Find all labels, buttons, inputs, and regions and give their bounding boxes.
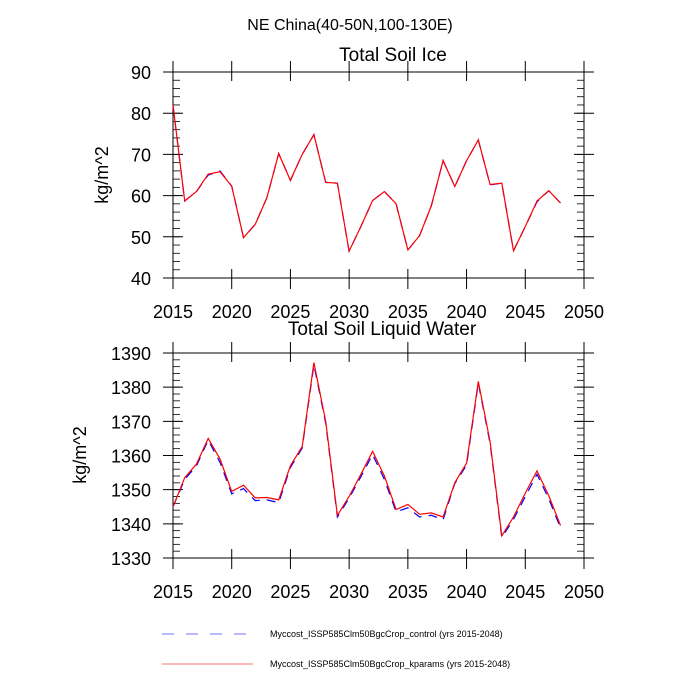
chart-total-soil-liquid-water: Total Soil Liquid Water kg/m^2 2015 2020 2… [70, 319, 604, 602]
plot-frame [172, 71, 585, 279]
chart-total-soil-ice: Total Soil Ice kg/m^2 2015 2020 2025 2030 20… [92, 45, 604, 322]
x-tick-label: 2020 [212, 302, 252, 322]
x-tick-label: 2015 [153, 302, 193, 322]
y-tick-label: 1330 [111, 549, 151, 569]
y-tick-label: 1390 [111, 344, 151, 364]
x-tick-label: 2025 [270, 302, 310, 322]
y-tick-label: 1370 [111, 412, 151, 432]
x-tick-label: 2040 [447, 302, 487, 322]
x-tick-label: 2015 [153, 582, 193, 602]
x-tick-label: 2020 [212, 582, 252, 602]
y-tick-label: 1340 [111, 515, 151, 535]
x-tick-label: 2030 [329, 302, 369, 322]
y-tick-label: 50 [131, 228, 151, 248]
series-line-control [172, 104, 561, 254]
y-tick-label: 1380 [111, 378, 151, 398]
y-tick-label: 70 [131, 145, 151, 165]
x-tick-label: 2050 [564, 302, 604, 322]
x-tick-label: 2045 [505, 302, 545, 322]
x-tick-label: 2045 [505, 582, 545, 602]
y-tick-label: 90 [131, 63, 151, 83]
x-tick-label: 2025 [270, 582, 310, 602]
legend-label-control: Myccost_ISSP585Clm50BgcCrop_control (yrs… [270, 629, 503, 639]
x-tick-label: 2035 [388, 582, 428, 602]
x-tick-label: 2030 [329, 582, 369, 602]
y-tick-label: 40 [131, 269, 151, 289]
page-title: NE China(40-50N,100-130E) [247, 17, 452, 34]
y-axis-label: kg/m^2 [70, 426, 90, 483]
series-line-kparams [172, 362, 562, 538]
series-line-control [172, 364, 562, 540]
legend: Myccost_ISSP585Clm50BgcCrop_control (yrs… [162, 629, 510, 669]
series-line-kparams [172, 104, 561, 254]
x-tick-label: 2035 [388, 302, 428, 322]
chart-title: Total Soil Liquid Water [288, 319, 477, 340]
chart-title: Total Soil Ice [339, 45, 447, 66]
y-tick-label: 60 [131, 187, 151, 207]
y-tick-label: 1360 [111, 447, 151, 467]
x-tick-label: 2040 [447, 582, 487, 602]
y-axis-label: kg/m^2 [92, 146, 112, 203]
x-tick-label: 2050 [564, 582, 604, 602]
y-tick-label: 1350 [111, 481, 151, 501]
y-tick-label: 80 [131, 104, 151, 124]
plot-frame [172, 352, 585, 559]
legend-label-kparams: Myccost_ISSP585Clm50BgcCrop_kparams (yrs… [270, 659, 510, 669]
